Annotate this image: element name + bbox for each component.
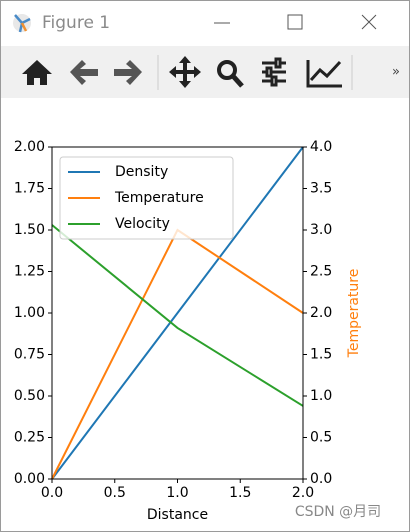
zoom-button[interactable]	[217, 60, 244, 88]
plot-frame	[51, 146, 304, 480]
title-bar	[1, 1, 409, 45]
home-button[interactable]	[22, 60, 52, 85]
x-tick-label: 2.0	[292, 485, 314, 501]
x-tick-label: 0.0	[41, 485, 63, 501]
subplots-button[interactable]	[262, 57, 286, 87]
y2-tick-label: 4.0	[310, 139, 332, 155]
x-tick-label: 1.0	[166, 485, 188, 501]
y2-tick-label: 3.0	[310, 222, 332, 238]
y2-tick-label: 1.5	[310, 347, 332, 363]
x-axis-label: Distance	[147, 507, 208, 523]
y-tick-label: 0.00	[14, 471, 45, 487]
y-tick-label: 0.50	[14, 388, 45, 404]
pan-button[interactable]	[169, 56, 201, 88]
legend-label: Temperature	[114, 190, 204, 206]
close-button[interactable]	[361, 14, 377, 30]
x-tick-label: 1.5	[229, 485, 251, 501]
y-tick-label: 2.00	[14, 139, 45, 155]
y2-tick-label: 3.5	[310, 181, 332, 197]
y-tick-label: 1.00	[14, 305, 45, 321]
y2-tick-label: 0.5	[310, 430, 332, 446]
y2-tick-label: 2.0	[310, 305, 332, 321]
watermark: CSDN @月司	[295, 504, 381, 520]
y2-tick-label: 2.5	[310, 264, 332, 280]
edit-axis-button[interactable]	[306, 60, 342, 88]
legend-box	[59, 156, 234, 240]
legend-label: Velocity	[115, 216, 170, 232]
back-button[interactable]	[70, 60, 98, 85]
series-line	[51, 224, 304, 407]
y-tick-label: 1.25	[14, 264, 45, 280]
toolbar	[1, 46, 409, 98]
y-tick-label: 0.75	[14, 347, 45, 363]
y-tick-label: 1.75	[14, 181, 45, 197]
x-tick-label: 0.5	[104, 485, 126, 501]
y-tick-label: 0.25	[14, 430, 45, 446]
y2-tick-label: 0.0	[310, 471, 332, 487]
app-icon	[13, 14, 31, 33]
legend-label: Density	[115, 164, 168, 180]
y-tick-label: 1.50	[14, 222, 45, 238]
y2-tick-label: 1.0	[310, 388, 332, 404]
series-line	[51, 146, 304, 480]
y2-axis-label: Temperature	[346, 269, 362, 359]
toolbar-overflow[interactable]: »	[392, 65, 400, 80]
maximize-button[interactable]	[287, 14, 303, 30]
forward-button[interactable]	[114, 60, 142, 85]
window-title: Figure 1	[42, 13, 110, 33]
